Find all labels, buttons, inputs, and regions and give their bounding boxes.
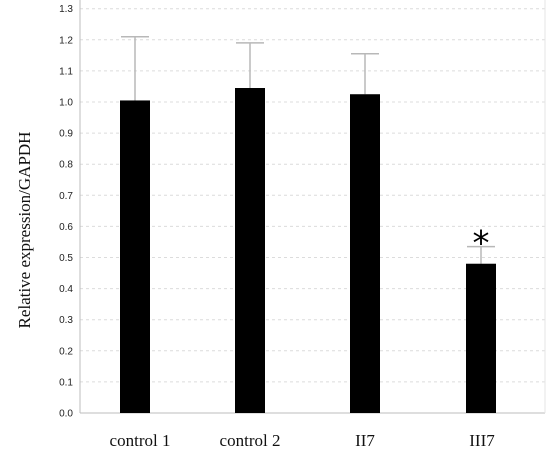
y-tick-label: 1.1 — [59, 66, 73, 77]
y-tick-label: 0.1 — [59, 377, 73, 388]
error-bars — [121, 35, 495, 264]
y-tick-label: 0.4 — [59, 284, 73, 295]
bars — [120, 88, 496, 413]
x-category-labels: control 1 control 2 II7 III7 — [110, 431, 496, 450]
y-tick-label: 1.0 — [59, 98, 73, 109]
y-tick-label: 0.6 — [59, 222, 73, 233]
y-tick-label: 0.3 — [59, 315, 73, 326]
y-axis-label: Relative expression/GAPDH — [15, 132, 34, 329]
bar-control-2 — [235, 88, 265, 413]
y-tick-label: 0.2 — [59, 346, 73, 357]
y-tick-label: 0.9 — [59, 129, 73, 140]
bar-iii7 — [466, 263, 496, 413]
x-category-label: II7 — [355, 431, 375, 450]
y-tick-label: 0.0 — [59, 409, 73, 420]
annotations: * — [473, 224, 490, 264]
bar-ii7 — [350, 94, 380, 413]
y-tick-label: 1.2 — [59, 35, 73, 46]
y-tick-label: 1.3 — [59, 4, 73, 15]
x-category-label: III7 — [469, 431, 495, 450]
bar-control-1 — [120, 100, 150, 413]
x-category-label: control 2 — [220, 431, 281, 450]
significance-asterisk: * — [473, 224, 490, 264]
y-tick-labels: 0.0 0.1 0.2 0.3 0.4 0.5 0.6 0.7 0.8 0.9 1.0 1.1 1.2 1… — [59, 4, 73, 419]
x-category-label: control 1 — [110, 431, 171, 450]
y-tick-label: 0.8 — [59, 160, 73, 171]
y-tick-label: 0.7 — [59, 191, 73, 202]
y-tick-label: 0.5 — [59, 253, 73, 264]
